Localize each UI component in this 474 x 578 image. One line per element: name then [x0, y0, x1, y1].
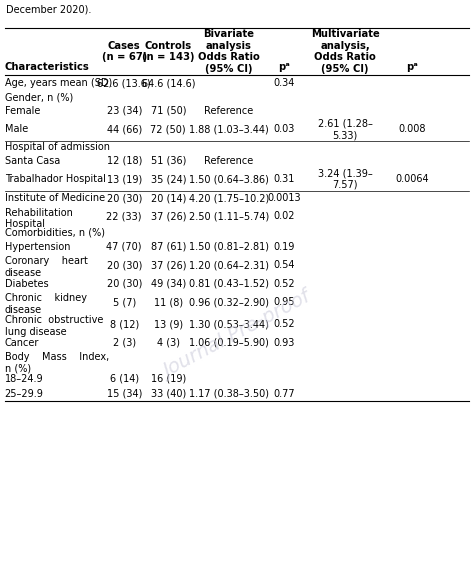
Text: 51 (36): 51 (36) [151, 155, 186, 166]
Text: Comorbidities, n (%): Comorbidities, n (%) [5, 228, 105, 238]
Text: 0.93: 0.93 [273, 338, 295, 348]
Text: pᵃ: pᵃ [407, 62, 418, 72]
Text: 4.20 (1.75–10.2): 4.20 (1.75–10.2) [189, 193, 269, 203]
Text: 87 (61): 87 (61) [151, 242, 186, 252]
Text: 0.0013: 0.0013 [268, 193, 301, 203]
Text: Controls
(n = 143): Controls (n = 143) [142, 40, 194, 62]
Text: Bivariate
analysis
Odds Ratio
(95% CI): Bivariate analysis Odds Ratio (95% CI) [198, 29, 260, 74]
Text: Female: Female [5, 106, 40, 116]
Text: Reference: Reference [204, 155, 254, 166]
Text: 2.61 (1.28–
5.33): 2.61 (1.28– 5.33) [318, 118, 373, 140]
Text: Male: Male [5, 124, 28, 135]
Text: 20 (30): 20 (30) [107, 260, 142, 271]
Text: Chronic  obstructive
lung disease: Chronic obstructive lung disease [5, 315, 103, 336]
Text: Gender, n (%): Gender, n (%) [5, 92, 73, 103]
Text: 2.50 (1.11–5.74): 2.50 (1.11–5.74) [189, 211, 269, 221]
Text: 49 (34): 49 (34) [151, 279, 186, 289]
Text: Body    Mass    Index,
n (%): Body Mass Index, n (%) [5, 352, 109, 373]
Text: Hospital of admission: Hospital of admission [5, 142, 110, 153]
Text: 11 (8): 11 (8) [154, 297, 183, 307]
Text: 16 (19): 16 (19) [151, 373, 186, 384]
Text: 0.77: 0.77 [273, 388, 295, 399]
Text: 1.20 (0.64–2.31): 1.20 (0.64–2.31) [189, 260, 269, 271]
Text: 1.30 (0.53–3.44): 1.30 (0.53–3.44) [189, 319, 269, 329]
Text: 15 (34): 15 (34) [107, 388, 142, 399]
Text: 8 (12): 8 (12) [109, 319, 139, 329]
Text: 4 (3): 4 (3) [157, 338, 180, 348]
Text: 1.06 (0.19–5.90): 1.06 (0.19–5.90) [189, 338, 269, 348]
Text: 0.52: 0.52 [273, 319, 295, 329]
Text: 35 (24): 35 (24) [151, 174, 186, 184]
Text: 12 (18): 12 (18) [107, 155, 142, 166]
Text: Coronary    heart
disease: Coronary heart disease [5, 256, 88, 277]
Text: Age, years mean (SD): Age, years mean (SD) [5, 78, 112, 88]
Text: Multivariate
analysis,
Odds Ratio
(95% CI): Multivariate analysis, Odds Ratio (95% C… [310, 29, 380, 74]
Text: Journal Pre-proof: Journal Pre-proof [160, 288, 314, 382]
Text: Santa Casa: Santa Casa [5, 155, 60, 166]
Text: December 2020).: December 2020). [6, 4, 91, 14]
Text: 0.02: 0.02 [273, 211, 295, 221]
Text: 0.008: 0.008 [399, 124, 426, 135]
Text: Cases
(n = 67): Cases (n = 67) [101, 40, 147, 62]
Text: 20 (30): 20 (30) [107, 279, 142, 289]
Text: 23 (34): 23 (34) [107, 106, 142, 116]
Text: 20 (14): 20 (14) [151, 193, 186, 203]
Text: 2 (3): 2 (3) [113, 338, 136, 348]
Text: Hypertension: Hypertension [5, 242, 70, 252]
Text: 33 (40): 33 (40) [151, 388, 186, 399]
Text: 47 (70): 47 (70) [107, 242, 142, 252]
Text: Institute of Medicine: Institute of Medicine [5, 193, 105, 203]
Text: 44 (66): 44 (66) [107, 124, 142, 135]
Text: 64.6 (14.6): 64.6 (14.6) [142, 78, 195, 88]
Text: 0.0064: 0.0064 [396, 174, 429, 184]
Text: 72 (50): 72 (50) [150, 124, 186, 135]
Text: 22 (33): 22 (33) [107, 211, 142, 221]
Text: Characteristics: Characteristics [5, 62, 90, 72]
Text: Diabetes: Diabetes [5, 279, 48, 289]
Text: 0.95: 0.95 [273, 297, 295, 307]
Text: pᵃ: pᵃ [279, 62, 290, 72]
Text: 0.96 (0.32–2.90): 0.96 (0.32–2.90) [189, 297, 269, 307]
Text: 0.31: 0.31 [273, 174, 295, 184]
Text: 0.34: 0.34 [273, 78, 295, 88]
Text: 20 (30): 20 (30) [107, 193, 142, 203]
Text: Chronic    kidney
disease: Chronic kidney disease [5, 293, 87, 314]
Text: 71 (50): 71 (50) [151, 106, 186, 116]
Text: 1.50 (0.81–2.81): 1.50 (0.81–2.81) [189, 242, 269, 252]
Text: 0.52: 0.52 [273, 279, 295, 289]
Text: 6 (14): 6 (14) [109, 373, 139, 384]
Text: 5 (7): 5 (7) [112, 297, 136, 307]
Text: 37 (26): 37 (26) [151, 260, 186, 271]
Text: Cancer: Cancer [5, 338, 39, 348]
Text: Trabalhador Hospital: Trabalhador Hospital [5, 174, 106, 184]
Text: 1.50 (0.64–3.86): 1.50 (0.64–3.86) [189, 174, 269, 184]
Text: 0.81 (0.43–1.52): 0.81 (0.43–1.52) [189, 279, 269, 289]
Text: 1.88 (1.03–3.44): 1.88 (1.03–3.44) [189, 124, 269, 135]
Text: 62.6 (13.6): 62.6 (13.6) [97, 78, 151, 88]
Text: 13 (19): 13 (19) [107, 174, 142, 184]
Text: 18–24.9: 18–24.9 [5, 373, 43, 384]
Text: Rehabilitation
Hospital: Rehabilitation Hospital [5, 208, 73, 229]
Text: 0.54: 0.54 [273, 260, 295, 271]
Text: 0.19: 0.19 [273, 242, 295, 252]
Text: 37 (26): 37 (26) [151, 211, 186, 221]
Text: 1.17 (0.38–3.50): 1.17 (0.38–3.50) [189, 388, 269, 399]
Text: Reference: Reference [204, 106, 254, 116]
Text: 0.03: 0.03 [273, 124, 295, 135]
Text: 3.24 (1.39–
7.57): 3.24 (1.39– 7.57) [318, 168, 373, 190]
Text: 25–29.9: 25–29.9 [5, 388, 44, 399]
Text: 13 (9): 13 (9) [154, 319, 183, 329]
